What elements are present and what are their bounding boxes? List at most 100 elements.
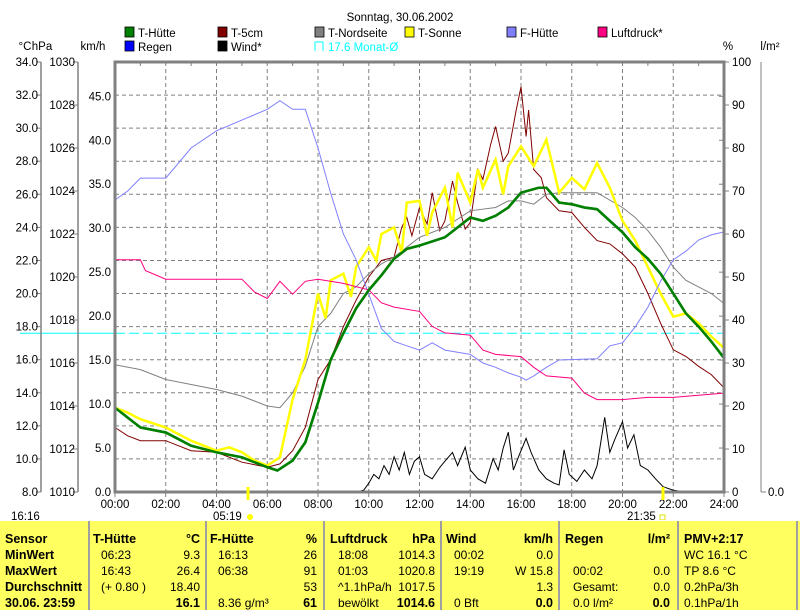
legend-swatch <box>506 26 517 38</box>
cell-info: 00:02 <box>454 548 485 562</box>
series-line-t-5cm <box>114 86 725 468</box>
temp-unit-label: °C <box>19 41 32 53</box>
moon-icon <box>659 514 666 520</box>
hum-tick-label: 60 <box>732 229 745 241</box>
x-tick-label: 12:00 <box>405 499 434 511</box>
row-label: Sensor <box>5 532 48 546</box>
cell-info: 0 Bft <box>454 596 479 610</box>
wind-tick-label: 0.0 <box>95 487 111 499</box>
temp-tick-label: 10.0 <box>16 454 38 466</box>
cell-value: 1014.3 <box>398 548 435 562</box>
wind-tick-label: 30.0 <box>89 223 111 235</box>
row-label: MinWert <box>5 548 55 562</box>
monthly-average-legend-icon <box>314 41 324 51</box>
column-header: PMV+2:17 <box>684 532 744 546</box>
cell-info: 0.0 l/m² <box>573 596 614 610</box>
cell-value: 18.40 <box>169 580 200 594</box>
legend-label: T-Nordseite <box>328 28 387 40</box>
cell-value: 1020.8 <box>398 564 435 578</box>
hum-tick-label: 10 <box>732 444 745 456</box>
legend-swatch <box>217 26 228 38</box>
hum-tick-label: 20 <box>732 401 745 413</box>
wind-tick-label: 15.0 <box>89 355 111 367</box>
temp-tick-label: 8.0 <box>22 487 38 499</box>
wind-tick-label: 20.0 <box>89 311 111 323</box>
column-header: T-Hütte <box>93 532 137 546</box>
press-tick-label: 1024 <box>49 186 75 198</box>
hum-tick-label: 30 <box>732 358 745 370</box>
weather-chart: Sonntag, 30.06.2002 00:00 02:00 04:00 06:00 0… <box>16 12 784 520</box>
x-tick-label: 10:00 <box>354 499 383 511</box>
sun-icon <box>247 514 253 520</box>
column-unit: km/h <box>523 532 553 546</box>
wind-tick-label: 40.0 <box>89 135 111 147</box>
temp-tick-label: 24.0 <box>16 222 38 234</box>
wind-tick-label: 5.0 <box>95 443 111 455</box>
cell-info: 8.36 g/m³ <box>218 596 269 610</box>
legend-label: F-Hütte <box>520 28 558 40</box>
cell-info: 16:13 <box>218 548 249 562</box>
cell-value: 26 <box>303 548 317 562</box>
column-divider <box>440 521 442 610</box>
legend-label: Luftdruck* <box>611 28 663 40</box>
x-tick-label: 04:00 <box>202 499 231 511</box>
column-header: Wind <box>446 532 477 546</box>
series-line-t-huette-top <box>114 186 725 472</box>
cell-value: 61 <box>303 596 317 610</box>
column-unit: hPa <box>412 532 435 546</box>
wind-tick-label: 45.0 <box>89 91 111 103</box>
legend-label: T-5cm <box>231 28 263 40</box>
cell-value: W 15.8 <box>514 564 553 578</box>
press-tick-label: 1012 <box>49 444 75 456</box>
legend-swatch <box>404 26 415 38</box>
x-tick-label: 06:00 <box>253 499 282 511</box>
cell-info: WC 16.1 °C <box>684 548 748 562</box>
cell-value: 0.0 <box>653 564 670 578</box>
x-tick-label: 24:00 <box>710 499 739 511</box>
hum-tick-label: 0 <box>732 487 738 499</box>
press-tick-label: 1010 <box>49 487 75 499</box>
cell-info: 19:19 <box>454 564 485 578</box>
cell-value: 0.0 <box>535 596 553 610</box>
cell-value: 9.3 <box>183 548 200 562</box>
press-tick-label: 1030 <box>49 57 75 69</box>
row-label: 30.06. 23:59 <box>5 596 76 610</box>
hum-tick-label: 100 <box>732 57 751 69</box>
sunset-time: 21:35 <box>627 511 656 523</box>
row-label: Durchschnitt <box>5 580 83 594</box>
hum-tick-label: 90 <box>732 100 745 112</box>
x-tick-label: 22:00 <box>659 499 688 511</box>
monthly-average-legend-label: 17.6 Monat-Ø <box>328 42 398 54</box>
row-label: MaxWert <box>5 564 57 578</box>
rain-tick-label: 0.0 <box>768 487 784 499</box>
cell-value: 1.3 <box>536 580 553 594</box>
column-unit: l/m² <box>647 532 670 546</box>
cell-info: 00:02 <box>573 564 604 578</box>
temp-tick-label: 20.0 <box>16 289 38 301</box>
cell-info: (+ 0.80 ) <box>101 580 147 594</box>
legend-swatch <box>124 40 135 52</box>
cell-value: 16.1 <box>175 596 200 610</box>
legend-label: Regen <box>138 42 172 54</box>
temp-tick-label: 34.0 <box>16 57 38 69</box>
wind-tick-label: 10.0 <box>89 399 111 411</box>
hum-tick-label: 80 <box>732 143 745 155</box>
column-divider <box>677 521 679 610</box>
legend-label: T-Hütte <box>138 28 176 40</box>
press-unit-label: hPa <box>32 41 53 53</box>
x-tick-label: 14:00 <box>456 499 485 511</box>
temp-tick-label: 22.0 <box>16 255 38 267</box>
temp-tick-label: 30.0 <box>16 123 38 135</box>
wind-tick-label: 35.0 <box>89 179 111 191</box>
legend-label: Wind* <box>231 42 262 54</box>
cell-value: 0.0 <box>652 596 670 610</box>
cell-value: 26.4 <box>176 564 200 578</box>
column-header: Regen <box>565 532 604 546</box>
clock-time: 16:16 <box>11 511 40 523</box>
press-tick-label: 1020 <box>49 272 75 284</box>
cell-info: 06:38 <box>218 564 249 578</box>
column-header: F-Hütte <box>210 532 254 546</box>
chart-title: Sonntag, 30.06.2002 <box>347 12 454 24</box>
press-tick-label: 1022 <box>49 229 75 241</box>
temp-tick-label: 12.0 <box>16 421 38 433</box>
